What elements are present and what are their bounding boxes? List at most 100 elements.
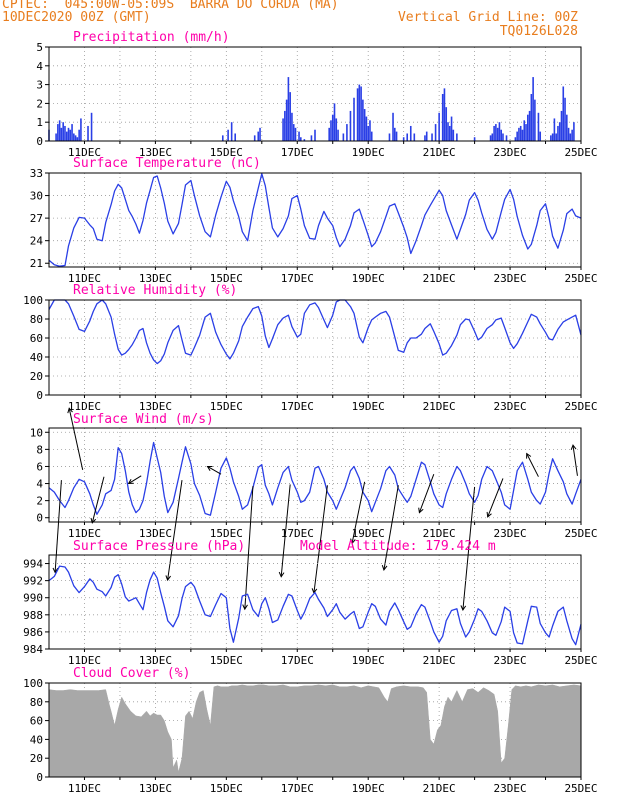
wind-arrow-head [52, 567, 59, 574]
precip-bar [532, 77, 534, 141]
wind-arrow [383, 485, 399, 570]
precip-bar [259, 127, 261, 141]
precip-bar [445, 107, 448, 141]
wind-arrow-head [90, 517, 97, 524]
y-tick-label: 10 [30, 426, 43, 439]
precip-bar [448, 125, 451, 141]
y-tick-label: 988 [23, 609, 43, 622]
precip-bar [303, 139, 306, 141]
precip-bar [285, 99, 288, 141]
panel-title: Precipitation (mm/h) [73, 30, 230, 45]
y-tick-label: 984 [23, 643, 43, 656]
y-tick-label: 0 [36, 771, 43, 784]
precip-bar [514, 137, 517, 141]
cloud-cover-area [48, 684, 582, 778]
precip-bar [253, 135, 256, 141]
precip-bar [298, 131, 300, 141]
y-tick-label: 0 [36, 512, 43, 525]
x-tick-label: 21DEC [423, 400, 456, 413]
precip-bar [388, 133, 391, 141]
precip-bar [450, 116, 453, 141]
precip-bar [300, 137, 302, 141]
y-tick-label: 986 [23, 626, 43, 639]
x-tick-label: 13DEC [139, 146, 172, 159]
x-tick-label: 17DEC [281, 527, 314, 540]
x-tick-label: 23DEC [494, 654, 527, 667]
y-tick-label: 992 [23, 575, 43, 588]
precip-bar [516, 131, 518, 141]
precip-bar [62, 122, 64, 141]
wind-arrow-head [242, 604, 248, 611]
precip-bar [294, 127, 297, 141]
x-tick-label: 11DEC [68, 400, 101, 413]
precip-bar [330, 120, 332, 141]
x-tick-label: 15DEC [210, 272, 243, 285]
panel-frame [48, 299, 582, 396]
precip-bar [282, 118, 284, 141]
x-tick-label: 23DEC [494, 527, 527, 540]
precip-bar [500, 129, 502, 141]
x-tick-label: 19DEC [352, 527, 385, 540]
x-tick-label: 17DEC [281, 782, 314, 795]
wind-arrow-head [127, 478, 134, 485]
precip-bar [441, 94, 444, 141]
y-tick-label: 80 [30, 313, 43, 326]
x-tick-label: 17DEC [281, 400, 314, 413]
wind-arrow [54, 480, 62, 573]
y-tick-label: 4 [36, 60, 43, 73]
y-tick-label: 60 [30, 715, 43, 728]
x-tick-label: 25DEC [564, 527, 597, 540]
panel-title: Cloud Cover (%) [73, 666, 190, 681]
precip-bar [360, 86, 362, 141]
precip-bar [438, 112, 440, 141]
wind-arrow [280, 484, 291, 577]
wind-arrow [462, 486, 476, 611]
x-tick-label: 25DEC [564, 146, 597, 159]
precip-bar [333, 103, 336, 141]
precip-bar [569, 133, 572, 141]
x-tick-label: 11DEC [68, 654, 101, 667]
precip-bar [505, 135, 508, 141]
precip-bar [555, 133, 557, 141]
x-tick-label: 19DEC [352, 654, 385, 667]
precip-bar [291, 112, 293, 141]
precip-bar [402, 137, 405, 141]
precip-bar [71, 124, 73, 141]
y-tick-label: 0 [36, 135, 43, 148]
precip-bar [358, 84, 361, 141]
precip-bar [491, 133, 494, 141]
precip-bar [431, 133, 433, 141]
y-tick-label: 5 [36, 41, 43, 54]
precip-bar [234, 133, 236, 141]
x-tick-label: 25DEC [564, 782, 597, 795]
precip-bar [65, 131, 68, 141]
precip-bar [292, 124, 295, 141]
precip-bar [257, 131, 260, 141]
series-line [48, 441, 582, 516]
y-tick-label: 100 [23, 677, 43, 690]
precip-bar [425, 131, 428, 141]
wind-arrow [526, 453, 539, 477]
precip-bar [473, 137, 476, 141]
header-datetime: 10DEC2020 00Z (GMT) [2, 10, 151, 25]
precip-bar [76, 137, 79, 141]
precip-bar [289, 92, 291, 141]
x-tick-label: 21DEC [423, 272, 456, 285]
x-tick-label: 15DEC [210, 654, 243, 667]
x-tick-label: 25DEC [564, 400, 597, 413]
x-tick-label: 23DEC [494, 146, 527, 159]
header-grid-note: Vertical Grid Line: 00Z [397, 10, 578, 25]
precip-bar [551, 133, 554, 141]
precip-bar [287, 77, 290, 141]
precip-bar [221, 135, 224, 141]
x-tick-label: 15DEC [210, 146, 243, 159]
y-tick-label: 100 [23, 294, 43, 307]
precip-bar [314, 129, 316, 141]
precip-bar [443, 88, 446, 141]
precip-bar [560, 110, 563, 141]
precip-bar [337, 129, 339, 141]
y-tick-label: 21 [30, 257, 43, 270]
wind-arrow-head [570, 444, 577, 450]
x-tick-label: 19DEC [352, 272, 385, 285]
precip-bar [434, 124, 437, 141]
